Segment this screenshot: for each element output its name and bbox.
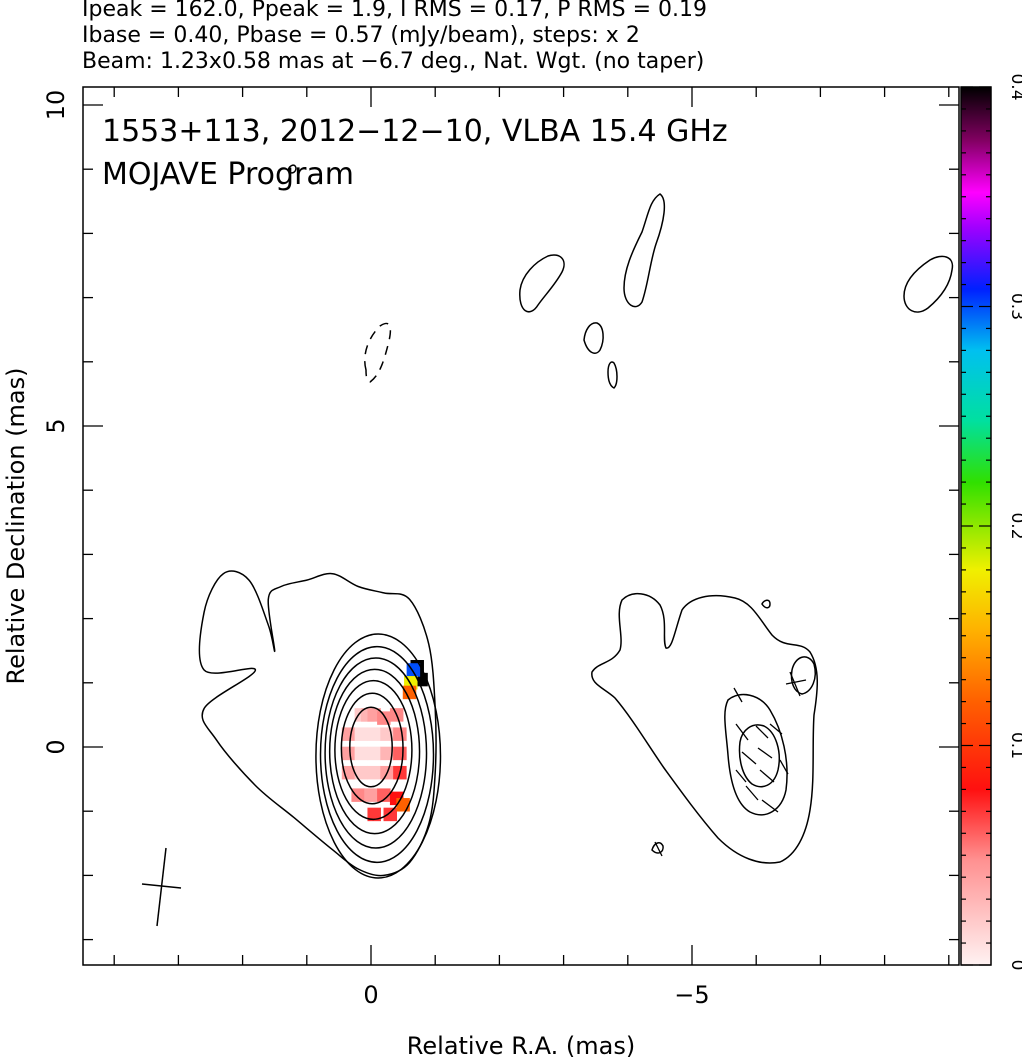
- y-tick-label: 5: [42, 418, 70, 433]
- beam-symbol: [141, 847, 182, 927]
- contour-island-3: [583, 322, 604, 354]
- core-contour: [324, 657, 428, 849]
- pol-pixel: [341, 746, 356, 761]
- pol-pixel: [367, 765, 381, 780]
- core-outer-contour: [198, 570, 437, 877]
- pol-pixel: [354, 765, 369, 780]
- evpa-tick: [785, 679, 807, 685]
- pol-pixel: [354, 727, 369, 741]
- y-tick-label: 0: [42, 739, 70, 754]
- colorbar-tick-label: 0.2: [1007, 512, 1022, 539]
- colorbar-tick-label: 0.1: [1007, 732, 1022, 759]
- contour-small-4: [651, 842, 664, 854]
- plot-title-line-1: 1553+113, 2012−12−10, VLBA 15.4 GHz: [102, 114, 728, 149]
- contour-jet-outer: [591, 593, 819, 864]
- evpa-tick: [745, 785, 759, 801]
- contour-jet-knot: [738, 724, 780, 788]
- beam-major-axis: [156, 847, 167, 927]
- evpa-tick: [759, 769, 775, 783]
- x-axis-label: Relative R.A. (mas): [407, 1032, 635, 1060]
- header-line-1: Ipeak = 162.0, Ppeak = 1.9, I RMS = 0.17…: [82, 0, 707, 22]
- evpa-tick: [755, 725, 769, 739]
- header-line-2: Ibase = 0.40, Pbase = 0.57 (mJy/beam), s…: [82, 23, 640, 48]
- evpa-tick: [735, 769, 747, 783]
- pol-pixel: [364, 788, 378, 802]
- contour-small-3: [761, 599, 771, 609]
- evpa-tick: [769, 723, 783, 735]
- core-contour: [328, 668, 421, 835]
- pol-pixel: [396, 798, 410, 812]
- contour-small-2: [790, 656, 816, 695]
- axes-frame: [82, 86, 960, 966]
- evpa-tick: [741, 751, 757, 765]
- core-contour: [334, 679, 413, 821]
- core-contour: [315, 633, 442, 879]
- colorbar-tick-label: 0: [1007, 960, 1022, 971]
- pol-pixel: [367, 746, 381, 761]
- evpa-tick: [654, 841, 663, 857]
- colorbar-tick-label: 0.3: [1007, 293, 1022, 320]
- y-tick-label: 10: [42, 90, 70, 121]
- header-line-3: Beam: 1.23x0.58 mas at −6.7 deg., Nat. W…: [82, 49, 705, 74]
- pol-pixel: [393, 727, 407, 741]
- evpa-tick: [761, 799, 779, 813]
- beam-minor-axis: [141, 883, 182, 889]
- evpa-tick: [757, 747, 773, 759]
- colorbar-tick-label: 0.4: [1007, 73, 1022, 100]
- x-tick-label: 0: [363, 981, 378, 1009]
- contour-island-5: [903, 255, 954, 313]
- contour-island-4: [607, 361, 618, 389]
- contour-island-1: [519, 254, 565, 313]
- core-contour: [319, 645, 435, 864]
- contour-negative-1: [364, 322, 392, 383]
- y-axis-label: Relative Declination (mas): [2, 367, 30, 684]
- evpa-tick: [735, 723, 749, 741]
- contour-island-2: [623, 193, 666, 308]
- core-contour: [349, 706, 393, 788]
- contour-small-1: [287, 164, 297, 174]
- pol-pixel: [383, 807, 398, 822]
- evpa-tick: [789, 671, 801, 697]
- plot-frame: [82, 86, 960, 966]
- pol-pixel: [377, 788, 391, 802]
- pol-pixel: [380, 746, 394, 761]
- x-tick-label: −5: [674, 981, 709, 1009]
- pol-pixel: [351, 788, 365, 802]
- pol-pixel: [354, 746, 369, 761]
- polarization-vectors: [654, 671, 807, 857]
- pol-pixel: [367, 807, 381, 822]
- core-contour: [340, 692, 404, 805]
- intensity-contours: [198, 570, 442, 879]
- pol-pixel: [367, 727, 381, 741]
- evpa-tick: [733, 687, 743, 703]
- evpa-tick: [779, 759, 789, 775]
- pol-pixel: [393, 746, 407, 761]
- colorbar: 0 0.1 0.2 0.3 0.4: [960, 73, 1022, 971]
- plot-title-line-2: MOJAVE Program: [102, 157, 354, 192]
